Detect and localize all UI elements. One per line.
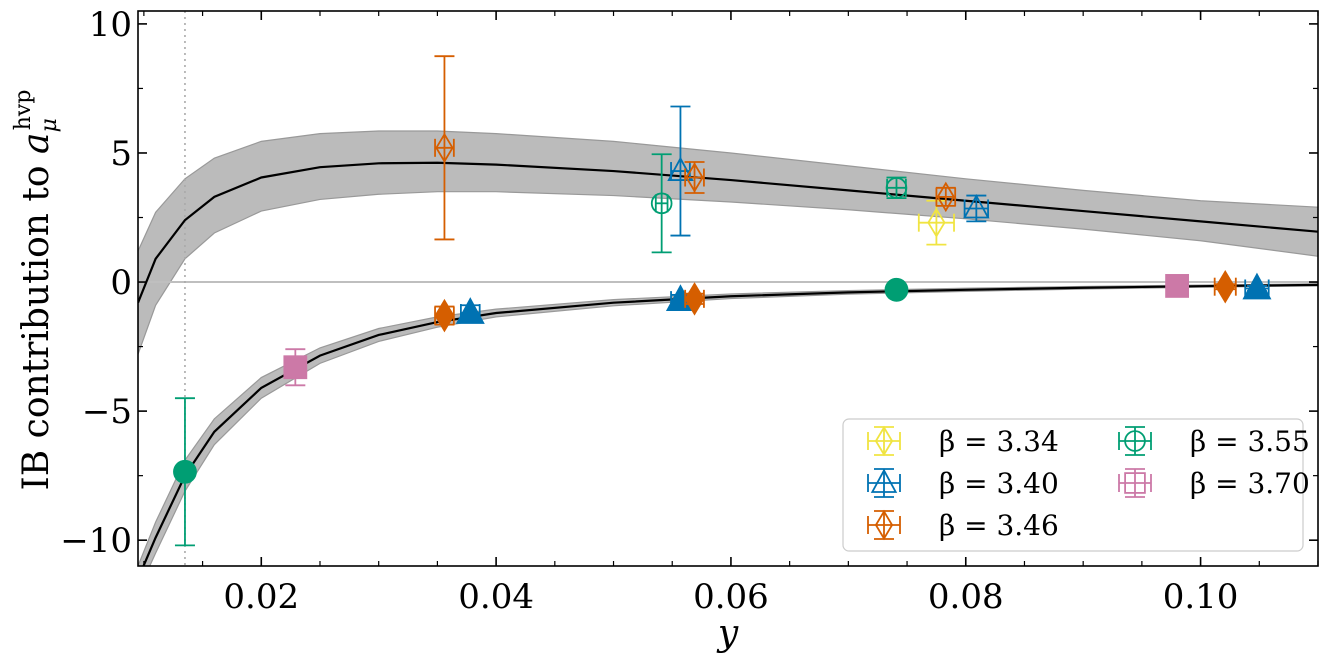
errorbar-s2-open-0: [434, 55, 455, 241]
point-s2-filled-0: [434, 298, 455, 333]
legend-label-0: β = 3.34: [939, 425, 1059, 458]
errorbar-s2-open-1: [684, 161, 705, 194]
legend-marker-3: [1124, 430, 1146, 452]
series-3: [173, 153, 909, 547]
x-axis-label: y: [716, 613, 739, 654]
legend-marker-2: [874, 509, 894, 541]
legend-marker-4: [1124, 472, 1146, 494]
legend-marker-0: [874, 425, 894, 457]
y-tick-label: 0: [110, 263, 132, 303]
legend-label-4: β = 3.70: [1190, 467, 1310, 500]
errorbar-s2-open-2: [935, 186, 957, 207]
point-s2-open-2: [936, 181, 955, 213]
series-4: [283, 274, 1190, 387]
point-s2-open-0: [435, 132, 454, 164]
point-s1-open-0: [667, 156, 694, 181]
point-s1-filled-2: [1242, 272, 1272, 300]
x-tick-label: 0.02: [223, 577, 299, 617]
point-s3-open-0: [650, 192, 673, 215]
point-s4-filled-1: [1165, 274, 1190, 298]
legend-label-2: β = 3.46: [939, 509, 1059, 542]
y-tick-label: −10: [60, 521, 132, 561]
y-tick-label: 5: [110, 134, 132, 174]
legend-label-3: β = 3.55: [1190, 425, 1310, 458]
series-0: [917, 199, 955, 246]
y-axis-label: IB contribution to aμhvp: [11, 90, 62, 491]
point-s2-filled-2: [1215, 269, 1236, 304]
x-tick-label: 0.08: [928, 577, 1004, 617]
errorbar-s3-open-0: [651, 153, 672, 254]
axis-ticks: 0.02 0.04 0.06 0.08 0.10 −10 −5 0 5 10: [60, 5, 1319, 617]
y-tick-label: −5: [82, 392, 132, 432]
point-s2-open-1: [685, 162, 704, 193]
point-s1-filled-0: [455, 297, 485, 324]
lower-fit-band: [138, 283, 1318, 566]
y-axis-label-base: IB contribution to: [16, 154, 57, 490]
point-s3-filled-1: [884, 277, 909, 302]
point-s0-open-0: [927, 207, 946, 238]
point-s3-filled-0: [173, 459, 197, 484]
upper-fit-band: [138, 130, 1318, 355]
legend-marker-1: [870, 468, 898, 493]
fit-bands: [138, 130, 1318, 566]
series-1: [455, 105, 1272, 324]
y-tick-label: 10: [89, 5, 132, 45]
legend-item-4: β = 3.70: [1118, 467, 1310, 500]
legend-box: [842, 418, 1304, 552]
upper-fit-line: [138, 161, 1318, 304]
legend-item-0: β = 3.34: [867, 425, 1059, 458]
legend: β = 3.34 β = 3.40 β = 3.46 β = 3.55 β = 3.70: [842, 418, 1310, 552]
y-axis-label-sub: μ: [37, 118, 62, 132]
plot-frame: [137, 10, 1319, 567]
point-s1-open-1: [963, 193, 990, 219]
point-s2-filled-1: [684, 282, 705, 316]
legend-label-1: β = 3.40: [939, 467, 1059, 500]
series-2: [434, 55, 1237, 333]
legend-item-2: β = 3.46: [867, 509, 1059, 542]
x-tick-label: 0.04: [458, 577, 534, 617]
legend-errorbar-2: [867, 510, 901, 540]
legend-errorbar-0: [867, 426, 901, 456]
x-tick-label: 0.10: [1163, 577, 1239, 617]
y-axis-label-sup: hvp: [11, 90, 36, 131]
legend-item-3: β = 3.55: [1118, 425, 1310, 458]
x-tick-label: 0.06: [693, 577, 769, 617]
point-s4-filled-0: [283, 355, 308, 380]
data-points: [173, 55, 1272, 547]
legend-item-1: β = 3.40: [867, 467, 1059, 500]
y-axis-label-symbol: a: [16, 133, 57, 154]
point-s3-open-1: [885, 177, 908, 199]
